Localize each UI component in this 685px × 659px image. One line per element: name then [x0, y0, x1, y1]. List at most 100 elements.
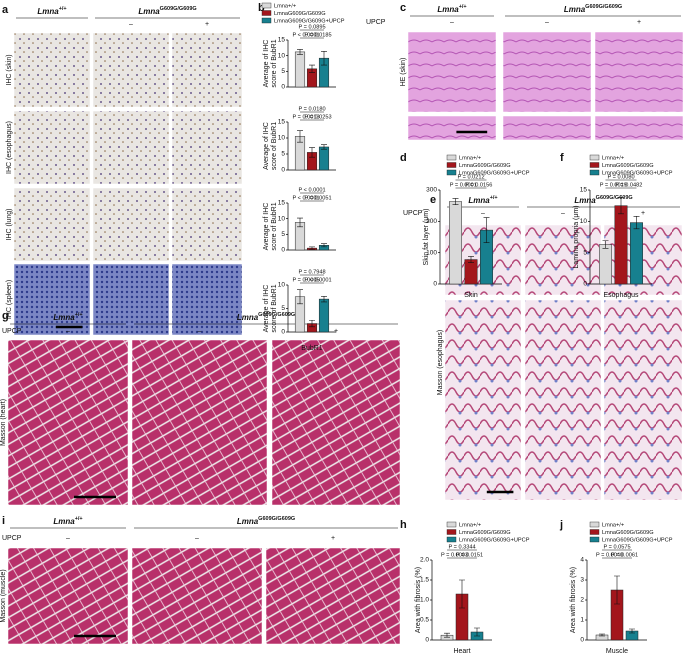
y-tick-label: 0 [281, 84, 285, 91]
genotype-header: Lmna+/+ [37, 6, 66, 16]
genotype-header: LmnaG609G/G609G [574, 195, 632, 205]
legend-swatch [446, 162, 457, 168]
y-tick-label: 300 [426, 187, 437, 194]
p-value: P = 0.0019 [600, 182, 627, 188]
gene: Lmna [237, 313, 259, 322]
legend-swatch [446, 521, 457, 528]
y-tick-label: 10 [278, 135, 286, 142]
error-bar [321, 295, 327, 303]
panel-letter: f [560, 152, 564, 164]
genotype-header: LmnaG609G/G609G [138, 6, 196, 16]
error-bar [618, 197, 624, 215]
gene: Lmna [574, 196, 596, 205]
legend-label: LmnaG609G/G609G+UPCP [602, 170, 673, 176]
bar [318, 146, 330, 171]
p-value: P = 0.0482 [615, 182, 642, 188]
condition: + [637, 19, 641, 26]
micrograph [444, 299, 522, 501]
y-tick-label: 15 [278, 119, 286, 126]
legend-label: LmnaG609G/G609G+UPCP [459, 170, 530, 176]
micrograph [7, 339, 129, 506]
error-bar [297, 217, 303, 228]
error-bar [483, 217, 490, 243]
legend-label: LmnaG609G/G609G [459, 163, 511, 169]
bar [614, 205, 628, 285]
error-bar [459, 579, 465, 609]
genotype-header: LmnaG609G/G609G [237, 312, 295, 322]
y-tick-label: 0.5 [420, 617, 429, 624]
p-value: P < 0.0001 [298, 187, 325, 193]
gene: Lmna [437, 5, 459, 14]
p-value: P = 0.0080 [607, 174, 634, 180]
gene: Lmna [468, 196, 490, 205]
error-bar [297, 130, 303, 143]
y-tick-label: 15 [580, 187, 588, 194]
allele: G609G/G609G [160, 6, 197, 12]
error-bar [474, 627, 480, 637]
p-value: P = 0.0040 [596, 552, 623, 558]
legend-swatch [589, 521, 600, 528]
y-axis-label: Lamina propria (μm) [573, 205, 580, 268]
legend-swatch [589, 536, 600, 543]
legend-label: LmnaG609G/G609G [459, 530, 511, 536]
micrograph [13, 32, 91, 108]
error-bar [309, 246, 315, 250]
panel-letter: h [400, 519, 407, 531]
bar [318, 298, 330, 333]
micrograph [131, 339, 268, 506]
gene: Lmna [53, 313, 75, 322]
y-tick-label: 10 [278, 52, 286, 59]
panel-letter: g [2, 310, 9, 322]
error-bar [321, 50, 327, 66]
micrograph [594, 115, 684, 141]
p-value: P = 0.0180 [298, 106, 325, 112]
error-bar [614, 575, 620, 605]
micrograph [13, 110, 91, 185]
condition: – [129, 21, 133, 28]
error-bar [297, 49, 303, 55]
legend-swatch [261, 10, 272, 16]
y-tick-label: 5 [281, 68, 285, 75]
condition: – [561, 210, 565, 217]
panel-letter: e [430, 194, 436, 206]
micrograph [131, 547, 263, 645]
y-axis-label: score of BubR1 [271, 202, 278, 250]
y-tick-label: 5 [281, 305, 285, 312]
legend-swatch [446, 536, 457, 543]
legend-label: LmnaG609G/G609G+UPCP [602, 537, 673, 543]
p-value: P = 0.0013 [292, 114, 319, 120]
micrograph [171, 263, 243, 336]
panel-letter: d [400, 152, 407, 164]
row-label: IHC (esophagus) [6, 121, 13, 174]
error-bar [599, 633, 605, 637]
legend-label: Lmna+/+ [602, 155, 624, 161]
legend-swatch [446, 529, 457, 535]
p-value: P = 0.3344 [448, 544, 475, 550]
y-tick-label: 0 [580, 637, 584, 644]
y-tick-label: 1 [580, 617, 584, 624]
y-tick-label: 2.0 [420, 557, 429, 564]
treatment-label: UPCP [2, 328, 22, 335]
p-value: P = 0.0253 [304, 114, 331, 120]
allele: G609G/G609G [585, 4, 622, 10]
genotype-header: LmnaG609G/G609G [237, 516, 295, 526]
micrograph [92, 32, 170, 108]
row-label: Masson (heart) [0, 399, 7, 446]
y-axis-label: Area with fibrosis (%) [570, 567, 577, 633]
gene: Lmna [53, 517, 75, 526]
p-value: P = 0.0061 [611, 552, 638, 558]
treatment-label: UPCP [366, 19, 386, 26]
micrograph [524, 299, 602, 501]
x-axis-label: Skin [464, 292, 478, 299]
y-tick-label: 200 [426, 218, 437, 225]
condition: – [66, 328, 70, 335]
micrograph [594, 31, 684, 113]
treatment-label: UPCP [403, 210, 423, 217]
y-tick-label: 100 [426, 249, 437, 256]
allele: +/+ [459, 4, 467, 10]
legend-label: LmnaG609G/G609G [602, 163, 654, 169]
legend-label: Lmna+/+ [274, 3, 296, 9]
y-tick-label: 3 [580, 577, 584, 584]
condition: – [545, 19, 549, 26]
